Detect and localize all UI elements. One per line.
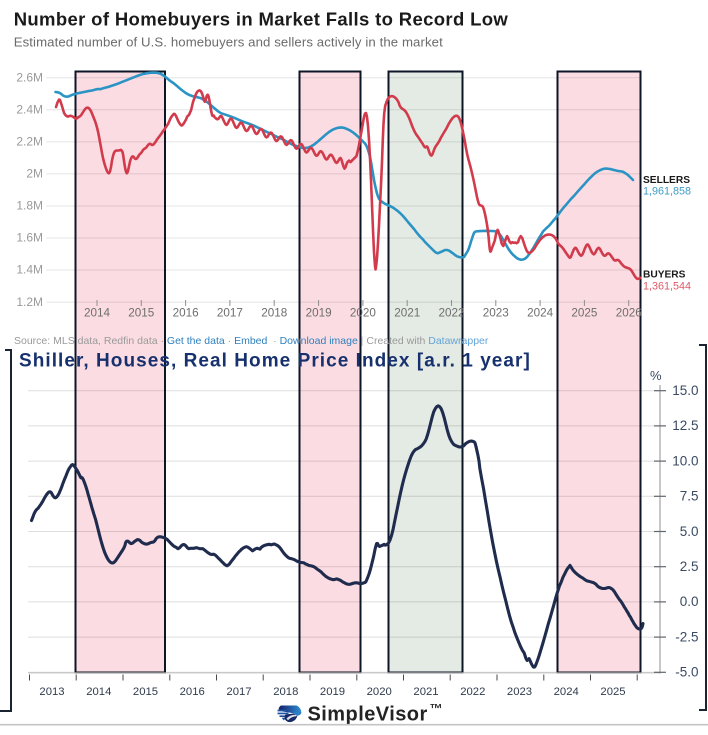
- svg-text:-2.5: -2.5: [675, 629, 698, 644]
- svg-text:2017: 2017: [217, 307, 243, 320]
- svg-text:1,961,858: 1,961,858: [643, 186, 691, 198]
- svg-text:2015: 2015: [133, 686, 158, 698]
- svg-text:-5.0: -5.0: [675, 665, 698, 680]
- svg-text:SELLERS: SELLERS: [643, 175, 690, 186]
- svg-text:2M: 2M: [26, 167, 43, 181]
- svg-text:2024: 2024: [527, 307, 554, 320]
- svg-text:2022: 2022: [460, 686, 485, 698]
- svg-text:1.8M: 1.8M: [16, 199, 43, 213]
- svg-text:2.4M: 2.4M: [16, 103, 43, 117]
- svg-text:2020: 2020: [367, 686, 392, 698]
- svg-text:2024: 2024: [554, 686, 579, 698]
- svg-text:2022: 2022: [438, 307, 464, 320]
- svg-text:2021: 2021: [413, 686, 438, 698]
- svg-text:7.5: 7.5: [680, 489, 699, 504]
- svg-text:2015: 2015: [128, 307, 155, 320]
- svg-text:%: %: [650, 368, 662, 383]
- svg-text:2021: 2021: [394, 307, 420, 320]
- svg-text:2016: 2016: [180, 686, 205, 698]
- svg-text:Estimated number of U.S. homeb: Estimated number of U.S. homebuyers and …: [14, 35, 443, 50]
- svg-text:12.5: 12.5: [672, 418, 698, 433]
- svg-text:BUYERS: BUYERS: [643, 270, 686, 281]
- svg-text:2.2M: 2.2M: [16, 135, 43, 149]
- svg-text:2019: 2019: [320, 686, 345, 698]
- svg-text:5.0: 5.0: [680, 524, 699, 539]
- svg-text:SimpleVisor: SimpleVisor: [308, 704, 428, 726]
- svg-text:1.2M: 1.2M: [16, 295, 43, 309]
- svg-text:2018: 2018: [261, 307, 287, 320]
- svg-text:2017: 2017: [226, 686, 251, 698]
- svg-text:2019: 2019: [306, 307, 332, 320]
- svg-text:2025: 2025: [600, 686, 625, 698]
- svg-text:2013: 2013: [39, 686, 64, 698]
- svg-text:2.5: 2.5: [680, 559, 699, 574]
- svg-text:2023: 2023: [483, 307, 509, 320]
- svg-text:2020: 2020: [350, 307, 377, 320]
- svg-text:Number of Homebuyers in Market: Number of Homebuyers in Market Falls to …: [14, 9, 509, 30]
- svg-text:2016: 2016: [173, 307, 199, 320]
- svg-text:2018: 2018: [273, 686, 298, 698]
- svg-text:2025: 2025: [571, 307, 598, 320]
- svg-text:2026: 2026: [616, 307, 642, 320]
- svg-text:2.6M: 2.6M: [16, 71, 43, 85]
- svg-text:2014: 2014: [84, 307, 111, 320]
- svg-text:™: ™: [430, 701, 443, 716]
- svg-text:1.4M: 1.4M: [16, 263, 43, 277]
- svg-text:Source: MLS data, Redfin data: Source: MLS data, Redfin data · Get the …: [14, 335, 489, 347]
- svg-text:2014: 2014: [86, 686, 111, 698]
- svg-text:10.0: 10.0: [672, 453, 698, 468]
- svg-text:0.0: 0.0: [680, 594, 699, 609]
- svg-text:1.6M: 1.6M: [16, 231, 43, 245]
- svg-text:1,361,544: 1,361,544: [643, 281, 691, 293]
- svg-text:2023: 2023: [507, 686, 532, 698]
- svg-text:15.0: 15.0: [672, 383, 698, 398]
- svg-text:Shiller, Houses, Real Home Pri: Shiller, Houses, Real Home Price Index […: [19, 351, 531, 372]
